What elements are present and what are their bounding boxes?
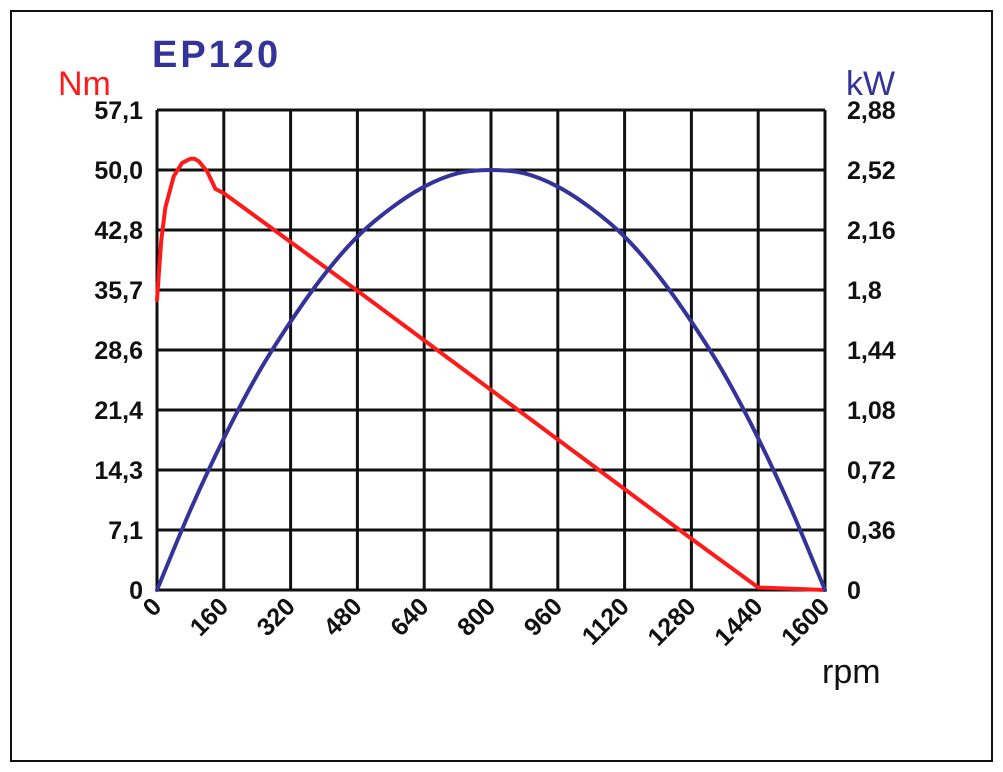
- series-layer: [155, 156, 827, 592]
- right-axis-tick-label: 0,36: [847, 517, 896, 545]
- left-axis-tick-label: 57,1: [94, 97, 143, 125]
- chart-title: EP120: [152, 34, 281, 76]
- right-axis-tick-label: 0,72: [847, 457, 896, 485]
- right-axis-tick-label: 1,44: [847, 337, 896, 365]
- left-axis-tick-label: 21,4: [94, 397, 143, 425]
- right-axis-tick-label: 0: [847, 577, 861, 605]
- right-axis-tick-label: 1,8: [847, 277, 882, 305]
- right-axis-tick-label: 2,88: [847, 97, 896, 125]
- right-axis-tick-label: 2,52: [847, 157, 896, 185]
- torque-curve: [155, 156, 827, 592]
- power-curve: [155, 168, 827, 592]
- x-axis-label: rpm: [822, 653, 881, 691]
- right-axis: 0 0,36 0,72 1,08 1,44 1,8 2,16 2,52 2,88: [847, 97, 896, 605]
- left-axis-tick-label: 28,6: [94, 337, 143, 365]
- right-axis-tick-label: 1,08: [847, 397, 896, 425]
- left-axis-tick-label: 50,0: [94, 157, 143, 185]
- left-axis: 0 7,1 14,3 21,4 28,6 35,7 42,8 50,0 57,1: [94, 97, 143, 605]
- left-axis-tick-label: 35,7: [94, 277, 143, 305]
- right-axis-unit-label: kW: [846, 65, 895, 103]
- left-axis-tick-label: 7,1: [108, 517, 143, 545]
- left-axis-tick-label: 0: [129, 577, 143, 605]
- left-axis-tick-label: 42,8: [94, 217, 143, 245]
- left-axis-tick-label: 14,3: [94, 457, 143, 485]
- left-axis-unit-label: Nm: [58, 65, 111, 103]
- chart-border: [10, 10, 993, 762]
- right-axis-tick-label: 2,16: [847, 217, 896, 245]
